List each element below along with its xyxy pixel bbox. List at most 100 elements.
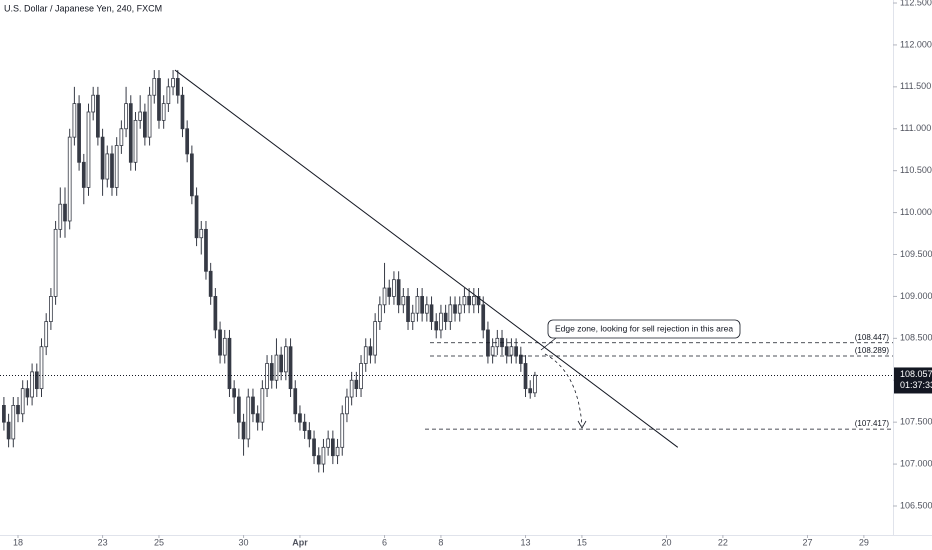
candle-body (429, 304, 434, 322)
candle-body (20, 388, 25, 415)
candle-body (128, 103, 133, 163)
candle-body (274, 354, 279, 381)
candle-body (406, 296, 410, 322)
projection-arrow (544, 353, 583, 427)
candle-body (269, 363, 274, 381)
candle-body (204, 228, 208, 272)
candle-body (528, 388, 533, 394)
candle-body (307, 430, 312, 440)
candle-body (39, 346, 44, 390)
candle-body (25, 388, 30, 398)
candle-body (481, 304, 486, 331)
candle-body (6, 421, 11, 440)
candle-body (81, 161, 86, 188)
candle-body (67, 136, 72, 222)
level-label: (108.447) (855, 333, 890, 342)
candle-body (246, 396, 251, 440)
x-tick-label: 27 (802, 537, 812, 547)
candle-body (114, 145, 119, 188)
candle-body (152, 78, 157, 96)
candle-body (504, 346, 509, 356)
candle-body (373, 321, 377, 356)
y-tick-label: 107.000 (900, 458, 932, 468)
x-tick-label: 22 (718, 537, 728, 547)
candle-body (91, 94, 96, 113)
y-tick-label: 111.000 (900, 123, 931, 133)
candle-body (171, 78, 175, 88)
candle-body (490, 346, 495, 356)
x-tick-label: Apr (292, 537, 308, 547)
candle-body (368, 346, 373, 356)
annotation-pointer (540, 337, 557, 351)
candle-body (2, 404, 6, 423)
candle-body (147, 94, 152, 138)
x-tick-label: 15 (577, 537, 587, 547)
candle-body (349, 379, 354, 398)
level-label: (107.417) (855, 419, 890, 428)
candle-body (392, 279, 396, 297)
candle-body (119, 128, 124, 146)
candle-body (410, 312, 415, 322)
candle-body (180, 94, 185, 130)
y-tick-label: 111.500 (900, 81, 931, 91)
y-tick-label: 112.500 (900, 0, 932, 7)
candle-body (213, 296, 218, 331)
candle-body (509, 346, 514, 356)
y-tick-label: 107.500 (900, 417, 932, 427)
candle-body (185, 128, 190, 155)
candle-body (53, 228, 58, 297)
candle-body (396, 279, 401, 306)
candle-body (260, 388, 265, 423)
annotation-text: Edge zone, looking for sell rejection in… (555, 323, 733, 333)
projection-arrowhead (577, 420, 587, 429)
candle-body (124, 103, 128, 130)
candle-body (194, 195, 199, 239)
candle-body (49, 296, 53, 322)
candle-body (100, 136, 105, 180)
candle-body (105, 153, 110, 180)
candle-body (255, 413, 260, 423)
candle-body (321, 446, 326, 465)
candle-body (471, 296, 476, 306)
chart-title: U.S. Dollar / Japanese Yen, 240, FXCM (4, 3, 162, 13)
candle-body (316, 455, 321, 465)
candle-body (424, 304, 429, 314)
annotation-box (547, 319, 741, 339)
candle-body (293, 388, 298, 415)
candle-body (283, 346, 288, 373)
candle-body (382, 287, 387, 306)
candle-body (467, 296, 471, 306)
level-label: (108.289) (855, 346, 890, 355)
y-tick-label: 109.500 (900, 249, 932, 259)
candle-body (533, 374, 537, 394)
candle-body (326, 438, 331, 448)
candle-body (340, 413, 345, 448)
candle-body (63, 203, 67, 222)
y-tick-label: 110.500 (900, 165, 932, 175)
candle-body (86, 111, 91, 188)
candle-body (110, 153, 114, 188)
current-price-box (894, 367, 932, 394)
candle-body (330, 438, 335, 457)
x-tick-label: 23 (98, 537, 108, 547)
candle-body (199, 228, 204, 239)
y-tick-label: 112.000 (900, 39, 932, 49)
x-tick-label: 8 (438, 537, 443, 547)
candle-body (232, 388, 237, 398)
candle-body (387, 287, 392, 297)
x-tick-label: 25 (154, 537, 164, 547)
candle-body (453, 304, 457, 314)
candle-body (298, 413, 302, 423)
candle-body (190, 153, 194, 197)
candle-body (133, 119, 138, 163)
candle-body (161, 103, 166, 121)
y-tick-label: 109.000 (900, 291, 932, 301)
candle-body (377, 304, 382, 322)
candle-body (457, 304, 462, 314)
candle-body (443, 312, 448, 322)
candle-body (415, 296, 420, 314)
candle-body (302, 421, 307, 431)
candle-body (166, 86, 171, 105)
